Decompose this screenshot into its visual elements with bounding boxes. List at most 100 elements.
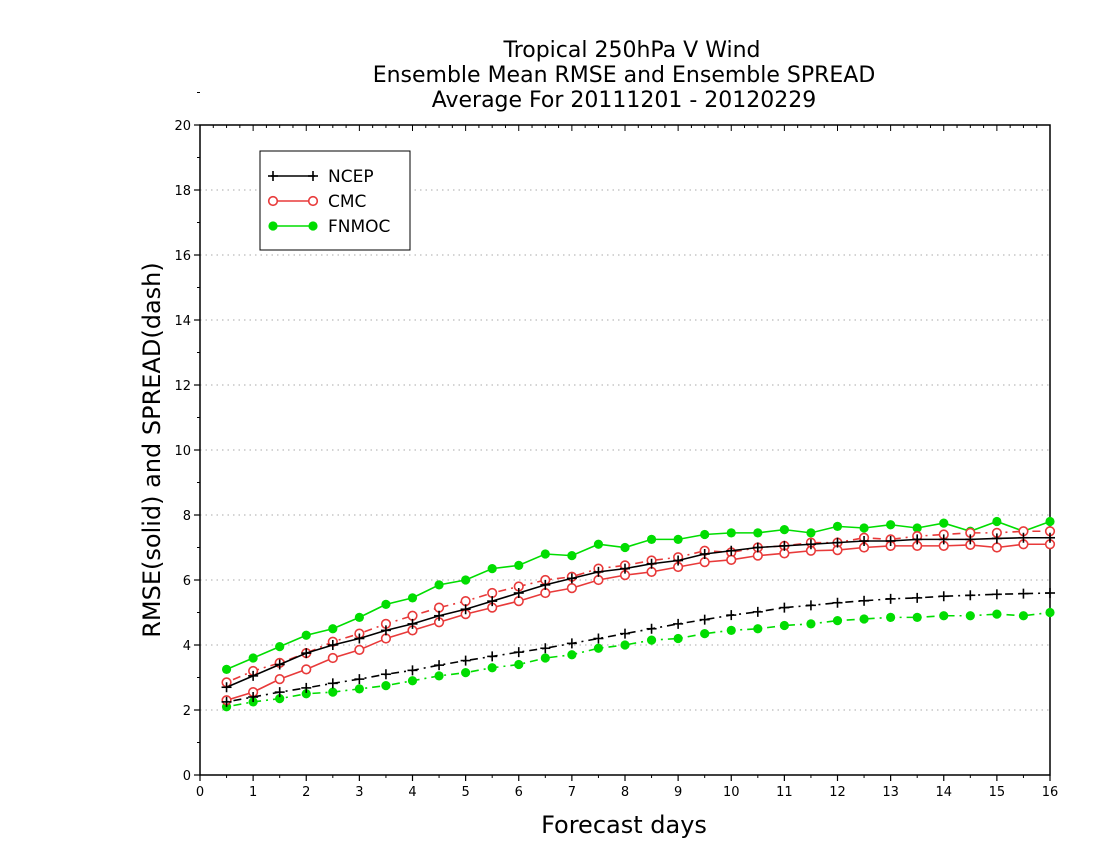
series-cmc-spread-line [226,530,1050,684]
point-ncep-spread [726,610,737,621]
point-fnmoc-spread [381,681,391,691]
point-ncep-rmse [1018,532,1029,543]
point-ncep-spread [1045,588,1055,598]
y-tick-label: 16 [174,249,191,264]
point-ncep-spread [221,696,232,707]
point-ncep-spread [805,600,816,611]
chart-title-line-2: Ensemble Mean RMSE and Ensemble SPREAD [373,63,876,88]
legend-label-ncep: NCEP [328,167,374,187]
point-fnmoc-rmse [407,593,418,603]
x-tick-label: 9 [674,785,682,800]
point-cmc-rmse [566,583,577,594]
point-fnmoc-spread [753,624,763,634]
y-tick-label: 2 [183,704,191,719]
series-ncep-rmse-line [226,536,1050,688]
x-tick-label: 4 [408,785,416,800]
x-tick-label: 16 [1042,785,1059,800]
point-fnmoc-spread [886,612,896,622]
point-fnmoc-rmse [328,624,338,634]
point-ncep-spread [938,591,949,602]
point-fnmoc-rmse [726,528,736,538]
y-axis-label: RMSE(solid) and SPREAD(dash) [138,262,166,638]
legend-marker-fnmoc [308,221,318,231]
point-cmc-rmse [327,652,338,664]
point-fnmoc-spread [514,659,524,670]
x-tick-label: 7 [568,785,576,800]
point-fnmoc-spread [673,633,683,644]
point-fnmoc-rmse [646,534,657,544]
x-tick-label: 12 [829,785,846,800]
point-fnmoc-rmse [248,653,258,663]
point-ncep-spread [699,614,710,625]
x-tick-label: 10 [723,785,740,800]
point-ncep-spread [274,687,285,698]
x-tick-label: 8 [621,785,629,800]
y-tick-label: 6 [183,574,191,589]
point-ncep-spread [327,678,338,689]
point-ncep-spread [566,638,577,649]
point-ncep-spread [779,602,790,613]
point-ncep-rmse [1045,532,1055,543]
point-fnmoc-rmse [939,518,949,528]
point-ncep-spread [859,595,870,606]
point-ncep-spread [593,633,604,644]
point-fnmoc-rmse [487,564,497,574]
point-fnmoc-spread [275,694,285,704]
point-fnmoc-spread [646,635,657,645]
point-fnmoc-rmse [992,516,1002,527]
y-tick-label: 12 [174,379,191,394]
x-tick-label: 15 [989,785,1006,800]
point-ncep-rmse [912,534,923,545]
point-fnmoc-spread [593,643,604,653]
point-ncep-rmse [407,618,418,629]
point-ncep-rmse [885,536,896,546]
legend-marker-cmc [307,195,319,207]
point-ncep-rmse [991,533,1002,544]
point-cmc-spread [487,587,498,599]
point-fnmoc-rmse [381,599,391,609]
point-ncep-spread [965,590,976,601]
point-ncep-rmse [938,534,949,545]
point-fnmoc-rmse [806,528,816,538]
point-ncep-rmse [460,604,471,615]
series-fnmoc-spread-line [226,611,1051,708]
point-ncep-rmse [646,558,657,569]
point-fnmoc-rmse [354,612,364,622]
point-fnmoc-spread [912,612,922,622]
point-cmc-rmse [540,587,551,599]
point-ncep-rmse [752,542,763,553]
point-ncep-rmse [779,540,790,551]
y-tick-label: 0 [183,769,191,784]
x-tick-label: 3 [355,785,363,800]
point-ncep-rmse [540,579,551,590]
x-tick-label: 6 [515,785,523,800]
point-fnmoc-spread [832,616,843,626]
series-cmc-rmse-line [226,543,1050,702]
point-ncep-spread [407,665,418,676]
point-cmc-spread [433,602,445,613]
point-fnmoc-rmse [832,521,843,531]
point-ncep-spread [301,682,312,693]
point-fnmoc-rmse [1045,516,1055,527]
point-ncep-rmse [434,610,445,621]
point-fnmoc-rmse [275,642,285,652]
legend: NCEP CMC FNMOC [259,150,411,251]
point-cmc-rmse [301,664,312,675]
point-ncep-rmse [354,633,365,644]
point-fnmoc-spread [1018,611,1029,621]
x-tick-label: 14 [935,785,952,800]
point-fnmoc-rmse [593,539,604,549]
y-tick-label: 20 [174,119,191,134]
point-fnmoc-spread [620,640,630,650]
y-tick-label: 18 [174,184,191,199]
point-fnmoc-rmse [461,575,471,585]
point-cmc-rmse [354,644,365,655]
point-fnmoc-spread [407,676,418,686]
point-ncep-rmse [274,659,285,670]
point-cmc-rmse [274,674,285,685]
point-fnmoc-rmse [434,580,444,590]
point-fnmoc-spread [939,611,949,621]
legend-marker-ncep [308,171,318,181]
